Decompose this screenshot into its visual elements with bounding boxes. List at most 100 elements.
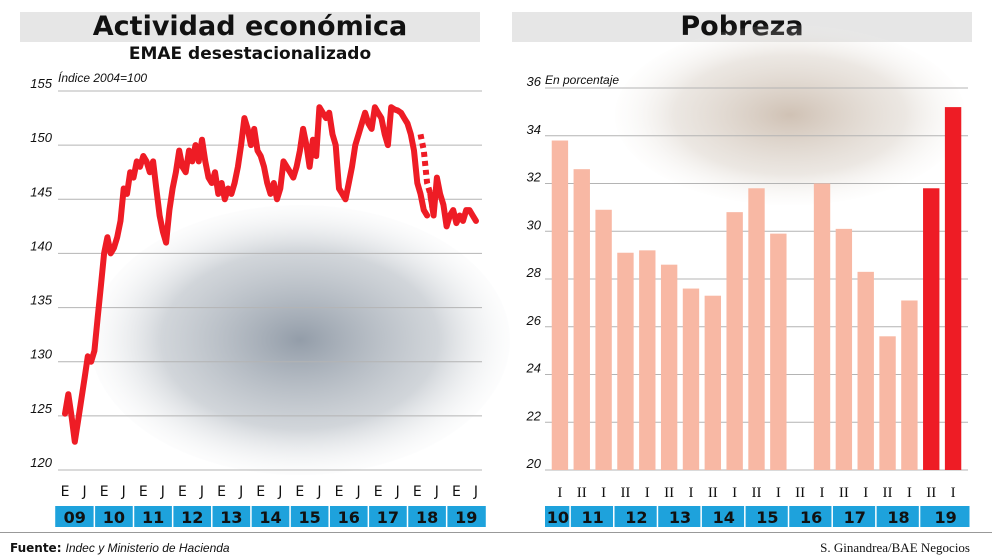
left-x-month-label: E bbox=[413, 484, 422, 500]
right-year-band bbox=[701, 506, 745, 527]
left-y-tick-label: 140 bbox=[30, 238, 52, 253]
right-x-semester-label: I bbox=[601, 485, 606, 501]
right-year-band bbox=[832, 506, 876, 527]
left-year-label: 09 bbox=[64, 508, 86, 527]
poverty-bar bbox=[901, 300, 918, 470]
left-x-month-label: E bbox=[178, 484, 187, 500]
right-year-label: 11 bbox=[582, 508, 604, 527]
right-y-tick-label: 34 bbox=[527, 122, 541, 137]
left-chart-subtitle: EMAE desestacionalizado bbox=[128, 44, 372, 64]
right-y-tick-label: 30 bbox=[527, 217, 542, 232]
right-x-semester-label: II bbox=[664, 485, 674, 501]
left-x-month-label: J bbox=[473, 484, 478, 500]
left-x-month-label: E bbox=[295, 484, 304, 500]
right-year-band bbox=[789, 506, 832, 527]
left-y-tick-label: 145 bbox=[30, 184, 52, 199]
right-year-label: 12 bbox=[625, 508, 647, 527]
right-y-tick-label: 26 bbox=[526, 313, 542, 328]
right-year-label: 16 bbox=[800, 508, 822, 527]
poverty-bar bbox=[639, 250, 656, 470]
right-year-band bbox=[570, 506, 614, 527]
right-y-tick-label: 28 bbox=[526, 265, 542, 280]
right-year-label: 18 bbox=[887, 508, 909, 527]
right-year-band bbox=[876, 506, 919, 527]
left-x-month-label: E bbox=[256, 484, 265, 500]
source-label: Fuente: bbox=[10, 541, 62, 555]
left-chart-unit: Índice 2004=100 bbox=[58, 71, 148, 85]
poverty-bar bbox=[923, 188, 940, 470]
right-year-label: 15 bbox=[756, 508, 778, 527]
left-x-month-label: E bbox=[61, 484, 70, 500]
poverty-bar bbox=[770, 233, 787, 470]
poverty-bar bbox=[704, 295, 722, 470]
right-chart-unit: En porcentaje bbox=[545, 73, 620, 87]
right-year-label: 19 bbox=[935, 508, 957, 527]
right-year-label: 10 bbox=[547, 508, 569, 527]
poverty-bar bbox=[879, 336, 896, 470]
right-x-semester-label: I bbox=[951, 485, 956, 501]
left-x-month-label: J bbox=[356, 484, 361, 500]
left-year-band bbox=[55, 506, 486, 527]
right-y-tick-label: 36 bbox=[527, 74, 542, 89]
left-year-label: 16 bbox=[338, 508, 360, 527]
credit: S. Ginandrea/BAE Negocios bbox=[820, 540, 970, 555]
left-y-tick-label: 130 bbox=[30, 347, 52, 362]
left-chart-title: Actividad económica bbox=[20, 12, 480, 42]
right-x-semester-label: II bbox=[577, 485, 587, 501]
left-year-label: 13 bbox=[220, 508, 242, 527]
emae-line bbox=[62, 104, 431, 445]
right-y-tick-label: 22 bbox=[526, 408, 542, 423]
poverty-bar bbox=[682, 288, 700, 470]
left-x-month-label: J bbox=[82, 484, 87, 500]
welder-photo bbox=[90, 205, 510, 475]
poverty-bar bbox=[748, 188, 765, 470]
left-x-month-label: J bbox=[277, 484, 282, 500]
poverty-bar bbox=[573, 169, 590, 471]
left-x-month-label: J bbox=[238, 484, 243, 500]
footer-divider bbox=[0, 532, 992, 533]
left-x-month-label: J bbox=[199, 484, 204, 500]
emae-line bbox=[427, 174, 479, 230]
left-y-tick-label: 125 bbox=[30, 401, 52, 416]
right-x-semester-label: II bbox=[795, 485, 805, 501]
poverty-bar bbox=[551, 140, 569, 470]
left-y-tick-label: 155 bbox=[30, 76, 52, 91]
left-year-label: 19 bbox=[455, 508, 477, 527]
poverty-bar bbox=[944, 107, 962, 470]
left-x-month-label: J bbox=[434, 484, 439, 500]
left-x-month-label: E bbox=[374, 484, 383, 500]
poverty-bar bbox=[726, 212, 743, 470]
poverty-bar bbox=[617, 252, 634, 470]
left-year-label: 10 bbox=[103, 508, 125, 527]
right-year-band bbox=[614, 506, 657, 527]
right-year-band bbox=[545, 506, 570, 527]
right-x-semester-label: I bbox=[820, 485, 825, 501]
right-year-label: 14 bbox=[713, 508, 735, 527]
right-year-label: 13 bbox=[669, 508, 691, 527]
left-year-label: 12 bbox=[181, 508, 203, 527]
right-x-semester-label: II bbox=[752, 485, 762, 501]
right-x-semester-label: I bbox=[863, 485, 868, 501]
railway-photo bbox=[615, 25, 965, 205]
right-x-semester-label: II bbox=[926, 485, 936, 501]
left-x-month-label: J bbox=[395, 484, 400, 500]
left-year-label: 15 bbox=[299, 508, 321, 527]
right-year-label: 17 bbox=[844, 508, 866, 527]
right-x-semester-label: I bbox=[688, 485, 693, 501]
poverty-bar bbox=[835, 228, 853, 470]
right-x-semester-label: II bbox=[883, 485, 893, 501]
left-x-month-label: E bbox=[100, 484, 109, 500]
right-x-semester-label: I bbox=[557, 485, 562, 501]
poverty-bar bbox=[813, 183, 831, 470]
right-x-semester-label: I bbox=[776, 485, 781, 501]
right-x-semester-label: II bbox=[839, 485, 849, 501]
left-x-month-label: E bbox=[335, 484, 344, 500]
right-y-tick-label: 20 bbox=[526, 456, 542, 471]
poverty-bar bbox=[660, 264, 678, 470]
right-x-semester-label: I bbox=[907, 485, 912, 501]
left-x-month-label: J bbox=[160, 484, 165, 500]
right-y-tick-label: 32 bbox=[527, 170, 542, 185]
right-x-semester-label: II bbox=[708, 485, 718, 501]
right-y-tick-label: 24 bbox=[526, 361, 541, 376]
